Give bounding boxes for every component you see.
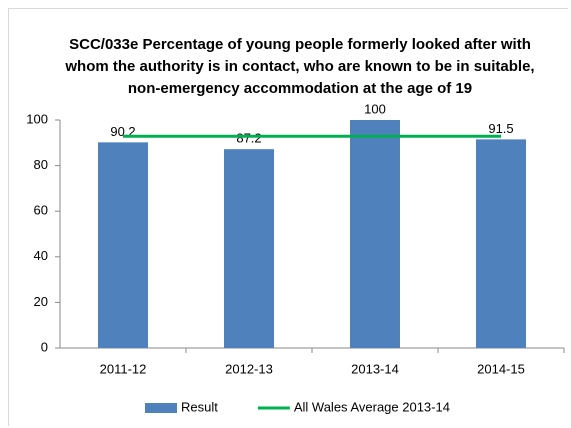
y-tick-label: 100	[26, 111, 48, 126]
y-tick-label: 60	[34, 203, 48, 218]
x-tick-label: 2011-12	[100, 361, 147, 376]
data-label: 100	[364, 101, 386, 116]
data-label: 87.2	[236, 131, 261, 146]
x-tick-label: 2014-15	[477, 361, 525, 376]
bar	[224, 149, 274, 348]
y-tick-label: 40	[34, 248, 48, 263]
y-tick-label: 80	[34, 157, 48, 172]
data-label: 91.5	[488, 121, 513, 136]
bar	[350, 120, 400, 348]
chart-frame	[8, 8, 568, 426]
legend-label: Result	[181, 399, 218, 414]
y-tick-label: 0	[41, 339, 48, 354]
y-tick-label: 20	[34, 294, 48, 309]
x-tick-label: 2012-13	[225, 361, 273, 376]
chart-title: SCC/033e Percentage of young people form…	[65, 36, 535, 97]
x-tick-label: 2013-14	[351, 361, 399, 376]
legend-label: All Wales Average 2013-14	[294, 399, 450, 414]
legend-swatch	[145, 403, 177, 413]
bar	[98, 142, 148, 348]
bar	[476, 139, 526, 348]
